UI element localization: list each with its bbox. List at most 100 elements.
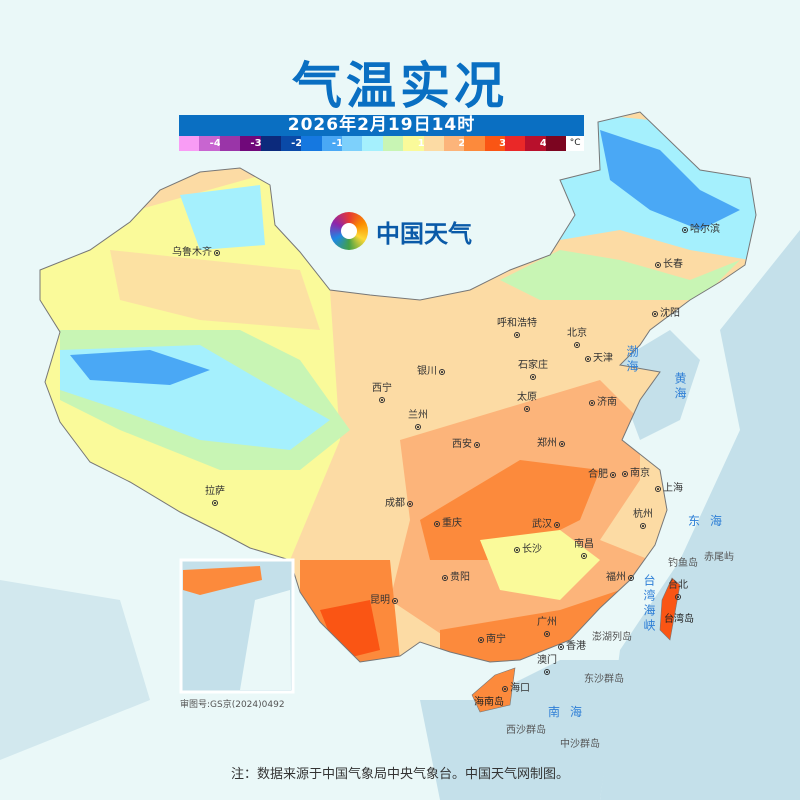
city-name: 西安 xyxy=(452,439,472,450)
sea-label: 渤海 xyxy=(625,345,639,375)
city-marker-icon xyxy=(655,262,661,268)
city-name: 北京 xyxy=(567,328,587,339)
island-label: 钓鱼岛 xyxy=(668,558,698,569)
city-marker-icon xyxy=(559,441,565,447)
legend-swatch xyxy=(382,136,404,151)
city-name: 石家庄 xyxy=(518,360,548,371)
legend-label: -10 xyxy=(331,138,350,149)
city-name: 武汉 xyxy=(532,519,552,530)
legend-label: -20 xyxy=(291,138,310,149)
legend-swatch: -40 xyxy=(199,136,228,151)
city-label: 拉萨 xyxy=(205,486,225,506)
legend-label: -40 xyxy=(209,138,228,149)
city-marker-icon xyxy=(652,311,658,317)
city-label: 西宁 xyxy=(372,383,392,403)
city-label: 上海 xyxy=(655,483,683,495)
city-name: 长春 xyxy=(663,259,683,270)
city-label: 广州 xyxy=(537,617,557,637)
city-marker-icon xyxy=(574,342,580,348)
city-label: 长春 xyxy=(655,259,683,271)
city-label: 北京 xyxy=(567,328,587,348)
city-marker-icon xyxy=(407,501,413,507)
city-label: 乌鲁木齐 xyxy=(172,247,220,259)
city-name: 呼和浩特 xyxy=(497,318,537,329)
city-name: 沈阳 xyxy=(660,308,680,319)
legend-swatch xyxy=(464,136,485,151)
legend-swatch: 30 xyxy=(484,136,513,151)
temperature-legend: -40 -30 -20 -10 0 10 20 30 40 °C xyxy=(179,136,585,151)
city-name: 兰州 xyxy=(408,410,428,421)
city-marker-icon xyxy=(478,637,484,643)
city-label: 成都 xyxy=(385,498,413,510)
city-label: 贵阳 xyxy=(442,572,470,584)
legend-swatch: 20 xyxy=(443,136,472,151)
city-marker-icon xyxy=(682,227,688,233)
city-marker-icon xyxy=(442,575,448,581)
sea-label: 南海 xyxy=(548,705,593,719)
city-marker-icon xyxy=(622,471,628,477)
city-marker-icon xyxy=(379,397,385,403)
legend-swatch xyxy=(219,136,241,151)
city-label: 香港 xyxy=(558,641,586,653)
city-marker-icon xyxy=(581,553,587,559)
city-name: 上海 xyxy=(663,483,683,494)
city-label: 长沙 xyxy=(514,544,542,556)
city-label: 海口 xyxy=(502,683,530,695)
city-name: 长沙 xyxy=(522,544,542,555)
city-marker-icon xyxy=(544,669,550,675)
legend-swatch: 40 xyxy=(525,136,554,151)
city-label: 澳门 xyxy=(537,655,557,675)
city-label: 西安 xyxy=(452,439,480,451)
city-name: 广州 xyxy=(537,617,557,628)
city-label: 天津 xyxy=(585,353,613,365)
island-label: 赤尾屿 xyxy=(704,552,734,563)
city-label: 福州 xyxy=(606,572,634,584)
city-marker-icon xyxy=(628,575,634,581)
city-marker-icon xyxy=(415,424,421,430)
city-name: 济南 xyxy=(597,397,617,408)
city-name: 太原 xyxy=(517,392,537,403)
city-marker-icon xyxy=(544,631,550,637)
city-name: 南京 xyxy=(630,468,650,479)
city-label: 沈阳 xyxy=(652,308,680,320)
legend-swatch xyxy=(342,136,363,151)
city-label: 太原 xyxy=(517,392,537,412)
city-label: 重庆 xyxy=(434,518,462,530)
city-name: 昆明 xyxy=(370,595,390,606)
legend-swatch: 0 xyxy=(362,136,391,151)
island-label: 澎湖列岛 xyxy=(592,632,632,643)
city-label: 武汉 xyxy=(532,519,560,531)
city-name: 福州 xyxy=(606,572,626,583)
city-label: 南昌 xyxy=(574,539,594,559)
city-marker-icon xyxy=(554,522,560,528)
city-marker-icon xyxy=(675,594,681,600)
legend-swatch xyxy=(179,136,200,151)
city-name: 海口 xyxy=(510,683,530,694)
city-label: 兰州 xyxy=(408,410,428,430)
city-marker-icon xyxy=(474,442,480,448)
sea-label: 台湾海峡 xyxy=(642,574,656,634)
city-marker-icon xyxy=(439,369,445,375)
legend-swatch: -10 xyxy=(321,136,350,151)
city-marker-icon xyxy=(589,400,595,406)
city-marker-icon xyxy=(514,332,520,338)
city-marker-icon xyxy=(434,521,440,527)
city-name: 哈尔滨 xyxy=(690,224,720,235)
logo-text: 中国天气 xyxy=(376,219,472,248)
city-label: 郑州 xyxy=(537,438,565,450)
city-name: 贵阳 xyxy=(450,572,470,583)
island-label: 中沙群岛 xyxy=(560,739,600,750)
page-title: 气温实况 xyxy=(292,57,508,115)
city-marker-icon xyxy=(610,472,616,478)
city-label: 台北 xyxy=(668,580,688,600)
city-marker-icon xyxy=(640,523,646,529)
city-name: 杭州 xyxy=(633,509,653,520)
city-name: 台北 xyxy=(668,580,688,591)
city-label: 南宁 xyxy=(478,634,506,646)
legend-swatch: -20 xyxy=(280,136,309,151)
island-label: 海南岛 xyxy=(474,697,504,708)
city-name: 澳门 xyxy=(537,655,557,666)
sea-label: 黄海 xyxy=(673,372,687,402)
city-label: 哈尔滨 xyxy=(682,224,720,236)
city-marker-icon xyxy=(502,686,508,692)
